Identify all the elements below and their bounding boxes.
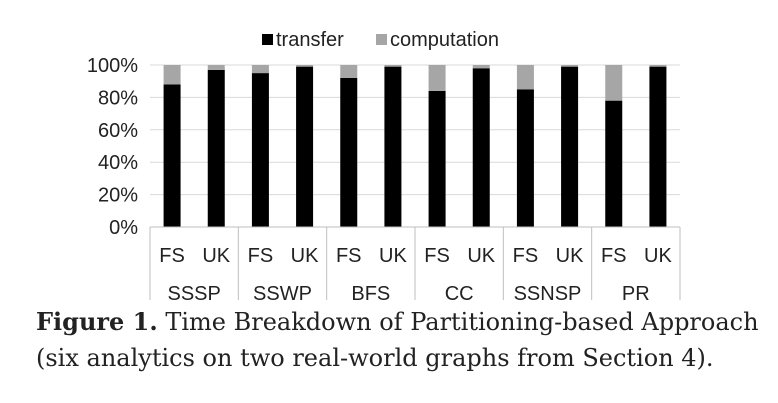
bar-transfer-11 <box>649 66 667 228</box>
x-category-label: FS <box>513 245 539 267</box>
bar-computation-0 <box>163 65 181 85</box>
bar-transfer-7 <box>472 68 490 228</box>
bar-computation-2 <box>251 65 269 74</box>
x-category-label: UK <box>291 245 319 267</box>
y-axis-ticks: 0% 20% 40% 60% 80% 100% <box>87 55 138 239</box>
x-category-label: FS <box>424 245 450 267</box>
legend-label-computation: computation <box>390 29 499 51</box>
x-group-label: SSWP <box>253 283 312 300</box>
x-category-label: FS <box>248 245 274 267</box>
x-group-label: SSNSP <box>514 283 582 300</box>
bar-transfer-4 <box>340 77 358 228</box>
y-tick-label: 100% <box>87 55 138 77</box>
y-tick-label: 20% <box>98 185 138 207</box>
bar-computation-8 <box>516 65 534 90</box>
bar-transfer-10 <box>605 100 623 227</box>
caption-text: Time Breakdown of Partitioning-based App… <box>36 308 759 372</box>
x-group-label: CC <box>445 283 474 300</box>
x-axis: FS UK FS UK FS UK FS UK FS UK FS UK SSSP SSWP BFS CC SSN… <box>149 226 681 300</box>
x-category-label: FS <box>601 245 627 267</box>
x-category-label: UK <box>467 245 495 267</box>
bar-transfer-5 <box>384 66 402 228</box>
bar-computation-6 <box>428 65 446 91</box>
x-category-label: FS <box>336 245 362 267</box>
bar-computation-10 <box>605 65 623 101</box>
bar-transfer-2 <box>251 73 269 227</box>
y-tick-label: 80% <box>98 87 138 109</box>
x-group-label: BFS <box>351 283 390 300</box>
bar-computation-3 <box>296 65 314 67</box>
x-category-label: UK <box>202 245 230 267</box>
legend-swatch-computation <box>376 34 387 45</box>
legend-label-transfer: transfer <box>276 29 344 51</box>
x-category-label: UK <box>379 245 407 267</box>
x-category-label: FS <box>159 245 185 267</box>
x-category-label: UK <box>556 245 584 267</box>
bar-transfer-8 <box>516 89 534 227</box>
bar-transfer-3 <box>296 66 314 228</box>
y-tick-label: 40% <box>98 152 138 174</box>
caption-lead: Figure 1. <box>36 307 158 336</box>
figure-caption: Figure 1. Time Breakdown of Partitioning… <box>36 304 776 376</box>
bar-transfer-0 <box>163 84 181 227</box>
gridlines <box>150 64 680 196</box>
bar-transfer-9 <box>561 66 579 228</box>
bars <box>163 65 667 228</box>
chart-legend: transfer computation <box>262 29 499 51</box>
bar-computation-4 <box>340 65 358 78</box>
stacked-bar-chart: transfer computation 0% 20% 40% 60% 80% 100% F… <box>87 29 681 300</box>
x-group-label: PR <box>622 283 650 300</box>
bar-computation-11 <box>649 65 667 67</box>
bar-computation-9 <box>561 65 579 67</box>
x-category-label: UK <box>644 245 672 267</box>
x-group-label: SSSP <box>167 283 220 300</box>
bar-transfer-1 <box>207 69 225 227</box>
bar-transfer-6 <box>428 90 446 227</box>
bar-computation-1 <box>207 65 225 70</box>
bar-computation-5 <box>384 65 402 67</box>
y-tick-label: 0% <box>109 217 138 239</box>
y-tick-label: 60% <box>98 120 138 142</box>
bar-computation-7 <box>472 65 490 69</box>
legend-swatch-transfer <box>262 34 273 45</box>
